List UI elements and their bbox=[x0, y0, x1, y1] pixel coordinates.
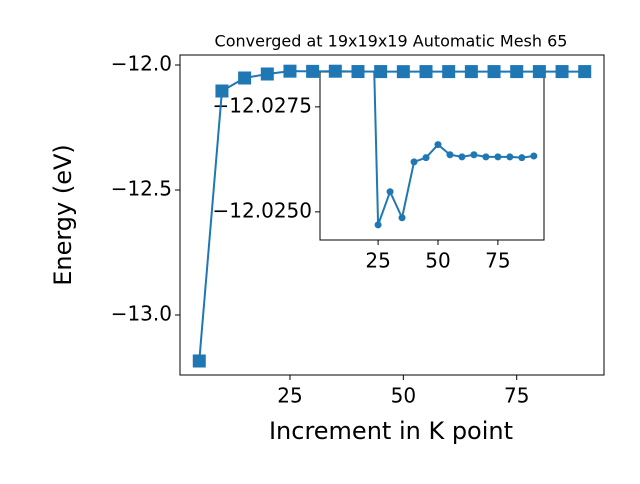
marker bbox=[306, 64, 320, 78]
marker bbox=[494, 153, 502, 161]
marker bbox=[482, 153, 490, 161]
marker bbox=[374, 65, 388, 79]
marker bbox=[487, 65, 501, 79]
marker bbox=[192, 354, 206, 368]
marker bbox=[555, 65, 569, 79]
marker bbox=[470, 151, 478, 159]
marker bbox=[351, 65, 365, 79]
marker bbox=[260, 67, 274, 81]
marker bbox=[446, 151, 454, 159]
x-tick-label: 25 bbox=[365, 249, 390, 273]
marker bbox=[458, 153, 466, 161]
x-tick-label: 50 bbox=[391, 384, 416, 408]
marker bbox=[510, 65, 524, 79]
y-tick-label: −12.0275 bbox=[213, 93, 312, 117]
marker bbox=[215, 84, 229, 98]
y-tick-label: −12.5 bbox=[111, 177, 172, 201]
marker bbox=[578, 65, 592, 79]
plot-frame bbox=[179, 54, 605, 376]
marker bbox=[442, 65, 456, 79]
marker bbox=[506, 153, 514, 161]
marker bbox=[396, 65, 410, 79]
marker bbox=[398, 214, 406, 222]
marker bbox=[464, 65, 478, 79]
chart-title: Converged at 19x19x19 Automatic Mesh 65 bbox=[215, 32, 568, 51]
y-tick-label: −12.0250 bbox=[213, 198, 312, 222]
marker bbox=[530, 152, 538, 160]
y-axis-label: Energy (eV) bbox=[49, 144, 77, 286]
marker bbox=[386, 188, 394, 196]
marker bbox=[238, 71, 252, 85]
marker bbox=[374, 221, 382, 229]
marker bbox=[532, 65, 546, 79]
marker bbox=[410, 158, 418, 166]
marker bbox=[518, 154, 526, 162]
marker bbox=[434, 141, 442, 149]
x-tick-label: 75 bbox=[485, 249, 510, 273]
marker bbox=[328, 64, 342, 78]
x-axis-label: Increment in K point bbox=[269, 417, 513, 445]
x-tick-label: 50 bbox=[425, 249, 450, 273]
inset-plot bbox=[373, 72, 538, 229]
marker bbox=[422, 154, 430, 162]
marker bbox=[283, 64, 297, 78]
x-tick-label: 25 bbox=[277, 384, 302, 408]
x-tick-label: 75 bbox=[504, 384, 529, 408]
y-tick-label: −12.0 bbox=[111, 52, 172, 76]
y-tick-label: −13.0 bbox=[111, 302, 172, 326]
marker bbox=[419, 65, 433, 79]
